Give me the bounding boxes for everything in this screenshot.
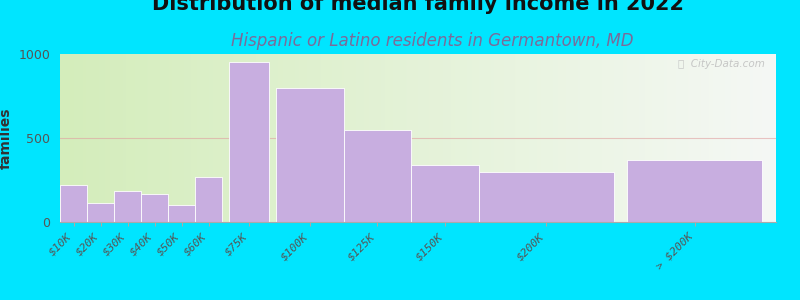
Bar (344, 130, 411, 222)
Bar (60, 185, 87, 222)
Bar (168, 205, 195, 222)
Bar (627, 160, 762, 222)
Bar (276, 88, 344, 222)
Bar (229, 62, 270, 222)
Bar (87, 203, 114, 222)
Bar (195, 177, 222, 222)
Bar (478, 172, 614, 222)
Bar (114, 191, 141, 222)
Bar (411, 165, 478, 222)
Text: Hispanic or Latino residents in Germantown, MD: Hispanic or Latino residents in Germanto… (230, 32, 634, 50)
Bar (141, 194, 168, 222)
Title: Distribution of median family income in 2022: Distribution of median family income in … (152, 0, 684, 14)
Y-axis label: families: families (0, 107, 13, 169)
Text: ⓘ  City-Data.com: ⓘ City-Data.com (678, 59, 766, 69)
